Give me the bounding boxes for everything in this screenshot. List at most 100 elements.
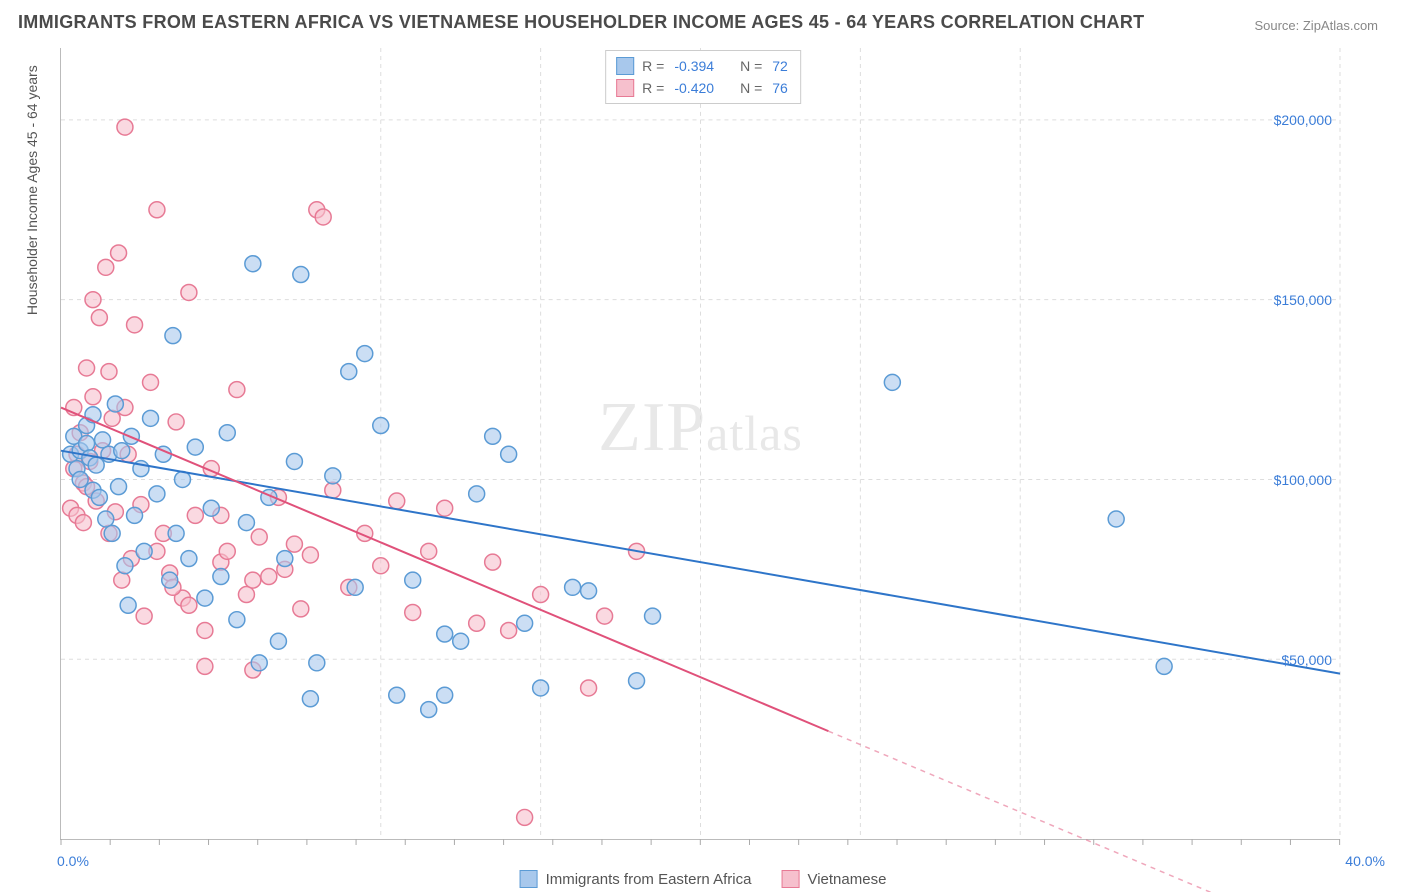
data-point bbox=[501, 446, 517, 462]
data-point bbox=[884, 374, 900, 390]
data-point bbox=[251, 655, 267, 671]
data-point bbox=[286, 453, 302, 469]
data-point bbox=[187, 439, 203, 455]
data-point bbox=[181, 597, 197, 613]
data-point bbox=[79, 360, 95, 376]
data-point bbox=[168, 525, 184, 541]
data-point bbox=[175, 471, 191, 487]
data-point bbox=[75, 515, 91, 531]
data-point bbox=[98, 259, 114, 275]
data-point bbox=[229, 612, 245, 628]
y-tick-label: $100,000 bbox=[1274, 472, 1332, 488]
data-point bbox=[98, 511, 114, 527]
data-point bbox=[181, 551, 197, 567]
data-point bbox=[581, 680, 597, 696]
r-value-2: -0.420 bbox=[674, 80, 714, 96]
data-point bbox=[111, 245, 127, 261]
y-tick-label: $150,000 bbox=[1274, 292, 1332, 308]
data-point bbox=[597, 608, 613, 624]
data-point bbox=[581, 583, 597, 599]
data-point bbox=[405, 604, 421, 620]
r-label: R = bbox=[642, 80, 664, 96]
swatch-series-1 bbox=[520, 870, 538, 888]
data-point bbox=[111, 479, 127, 495]
plot-area: ZIPatlas $50,000$100,000$150,000$200,000… bbox=[60, 48, 1340, 840]
n-value-1: 72 bbox=[772, 58, 788, 74]
data-point bbox=[114, 443, 130, 459]
source-label: Source: ZipAtlas.com bbox=[1254, 18, 1378, 33]
data-point bbox=[533, 587, 549, 603]
data-point bbox=[127, 507, 143, 523]
legend-item-2: Vietnamese bbox=[781, 870, 886, 888]
data-point bbox=[117, 558, 133, 574]
data-point bbox=[85, 292, 101, 308]
data-point bbox=[197, 622, 213, 638]
n-value-2: 76 bbox=[772, 80, 788, 96]
data-point bbox=[143, 410, 159, 426]
data-point bbox=[72, 471, 88, 487]
y-tick-label: $200,000 bbox=[1274, 112, 1332, 128]
data-point bbox=[117, 119, 133, 135]
data-point bbox=[629, 673, 645, 689]
swatch-series-2 bbox=[781, 870, 799, 888]
trendline-extrapolated bbox=[828, 731, 1340, 892]
data-point bbox=[302, 691, 318, 707]
series-1-name: Immigrants from Eastern Africa bbox=[546, 871, 752, 888]
data-point bbox=[389, 687, 405, 703]
data-point bbox=[107, 396, 123, 412]
data-point bbox=[373, 558, 389, 574]
data-point bbox=[533, 680, 549, 696]
data-point bbox=[357, 346, 373, 362]
r-label: R = bbox=[642, 58, 664, 74]
legend-row-1: R = -0.394 N = 72 bbox=[616, 55, 790, 77]
data-point bbox=[517, 615, 533, 631]
data-point bbox=[91, 489, 107, 505]
data-point bbox=[101, 364, 117, 380]
data-point bbox=[645, 608, 661, 624]
data-point bbox=[245, 256, 261, 272]
data-point bbox=[341, 364, 357, 380]
data-point bbox=[485, 554, 501, 570]
data-point bbox=[104, 525, 120, 541]
data-point bbox=[325, 482, 341, 498]
data-point bbox=[373, 418, 389, 434]
data-point bbox=[437, 687, 453, 703]
data-point bbox=[405, 572, 421, 588]
data-point bbox=[485, 428, 501, 444]
data-point bbox=[453, 633, 469, 649]
data-point bbox=[95, 432, 111, 448]
data-point bbox=[421, 543, 437, 559]
data-point bbox=[91, 310, 107, 326]
data-point bbox=[136, 608, 152, 624]
n-label: N = bbox=[740, 80, 762, 96]
data-point bbox=[517, 809, 533, 825]
data-point bbox=[1108, 511, 1124, 527]
data-point bbox=[181, 285, 197, 301]
data-point bbox=[136, 543, 152, 559]
data-point bbox=[197, 658, 213, 674]
data-point bbox=[238, 587, 254, 603]
data-point bbox=[293, 267, 309, 283]
chart-title: IMMIGRANTS FROM EASTERN AFRICA VS VIETNA… bbox=[18, 12, 1144, 33]
data-point bbox=[286, 536, 302, 552]
data-point bbox=[469, 615, 485, 631]
data-point bbox=[277, 551, 293, 567]
scatter-svg bbox=[61, 48, 1340, 839]
data-point bbox=[309, 655, 325, 671]
data-point bbox=[251, 529, 267, 545]
data-point bbox=[203, 500, 219, 516]
data-point bbox=[213, 569, 229, 585]
n-label: N = bbox=[740, 58, 762, 74]
legend-item-1: Immigrants from Eastern Africa bbox=[520, 870, 752, 888]
data-point bbox=[149, 486, 165, 502]
data-point bbox=[168, 414, 184, 430]
data-point bbox=[270, 633, 286, 649]
swatch-series-2 bbox=[616, 79, 634, 97]
data-point bbox=[149, 202, 165, 218]
data-point bbox=[1156, 658, 1172, 674]
data-point bbox=[165, 328, 181, 344]
r-value-1: -0.394 bbox=[674, 58, 714, 74]
x-tick-label-max: 40.0% bbox=[1345, 853, 1385, 869]
data-point bbox=[501, 622, 517, 638]
data-point bbox=[469, 486, 485, 502]
